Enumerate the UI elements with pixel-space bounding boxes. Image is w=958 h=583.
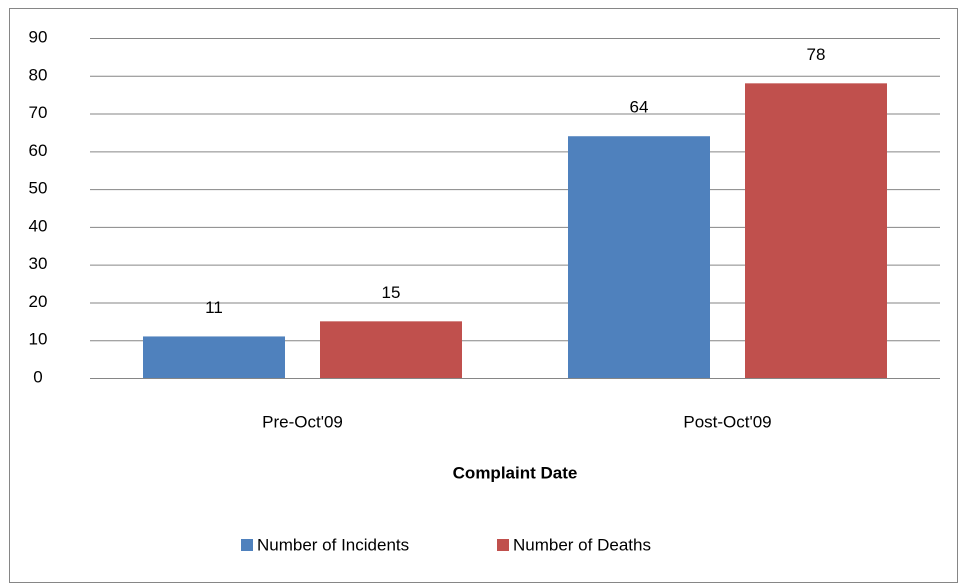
y-tick-label: 20 <box>29 292 48 311</box>
y-tick-label: 70 <box>29 103 48 122</box>
y-tick-label: 40 <box>29 216 48 235</box>
x-tick-label: Post-Oct'09 <box>683 412 771 431</box>
y-tick-label: 10 <box>29 330 48 349</box>
y-tick-label: 80 <box>29 65 48 84</box>
y-tick-label: 30 <box>29 254 48 273</box>
y-tick-label: 50 <box>29 179 48 198</box>
data-label: 64 <box>630 98 649 117</box>
data-label: 11 <box>205 298 223 317</box>
x-axis-title: Complaint Date <box>453 463 578 482</box>
y-tick-label: 90 <box>29 27 48 46</box>
legend-label: Number of Incidents <box>257 535 409 554</box>
bar <box>568 136 710 378</box>
bar <box>745 83 887 378</box>
data-label: 78 <box>807 45 826 64</box>
legend-swatch <box>241 539 253 551</box>
legend-label: Number of Deaths <box>513 535 651 554</box>
x-tick-label: Pre-Oct'09 <box>262 412 343 431</box>
bar <box>320 321 462 378</box>
legend-swatch <box>497 539 509 551</box>
bar <box>143 336 285 378</box>
y-tick-label: 0 <box>33 367 42 386</box>
y-tick-label: 60 <box>29 141 48 160</box>
data-label: 15 <box>382 283 401 302</box>
